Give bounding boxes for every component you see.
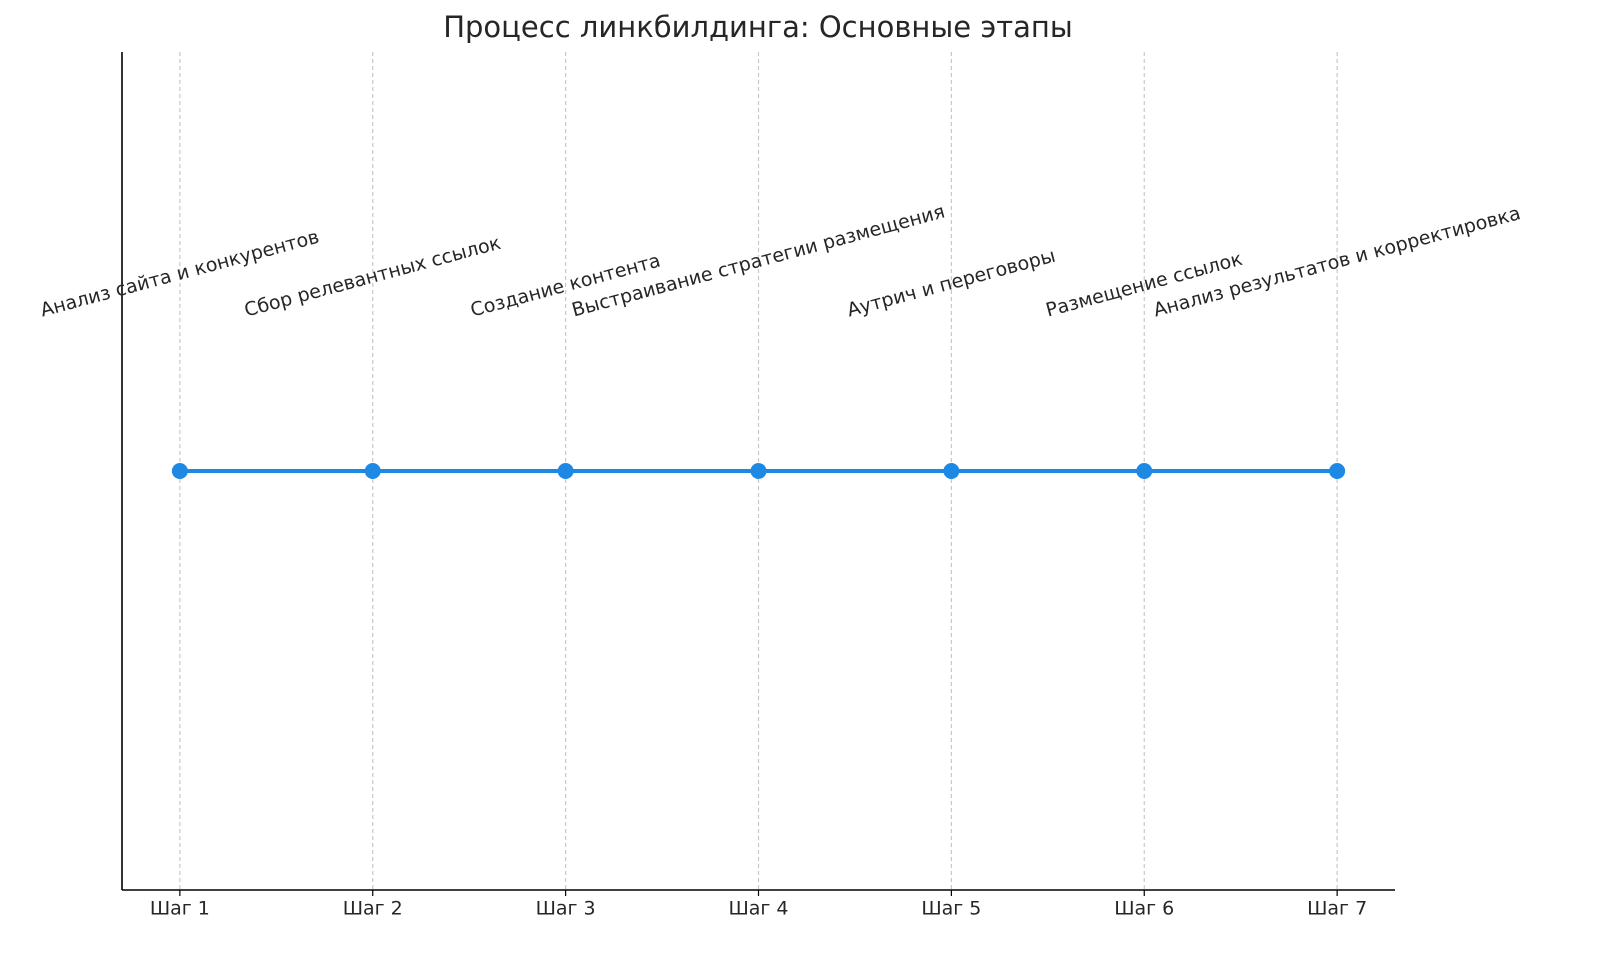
chart-title: Процесс линкбилдинга: Основные этапы: [443, 10, 1073, 44]
x-tick-label: Шаг 4: [728, 898, 788, 920]
x-tick-label: Шаг 2: [343, 898, 403, 920]
x-tick-label: Шаг 7: [1307, 898, 1367, 920]
x-tick-label: Шаг 1: [150, 898, 210, 920]
x-tick-label: Шаг 3: [536, 898, 596, 920]
point: [1136, 463, 1153, 479]
point: [943, 463, 960, 479]
x-tick-label: Шаг 6: [1114, 898, 1174, 920]
point: [171, 463, 188, 479]
x-tick-label: Шаг 5: [921, 898, 981, 920]
point: [750, 463, 767, 479]
point: [364, 463, 381, 479]
point: [1329, 463, 1346, 479]
point: [557, 463, 574, 479]
